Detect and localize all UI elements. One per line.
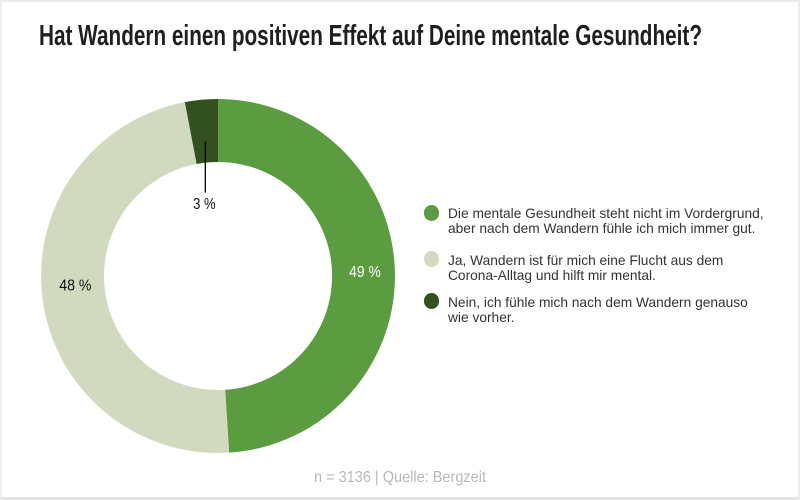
- svg-text:49 %: 49 %: [349, 264, 381, 281]
- svg-text:48 %: 48 %: [59, 278, 91, 295]
- svg-text:3 %: 3 %: [193, 196, 216, 213]
